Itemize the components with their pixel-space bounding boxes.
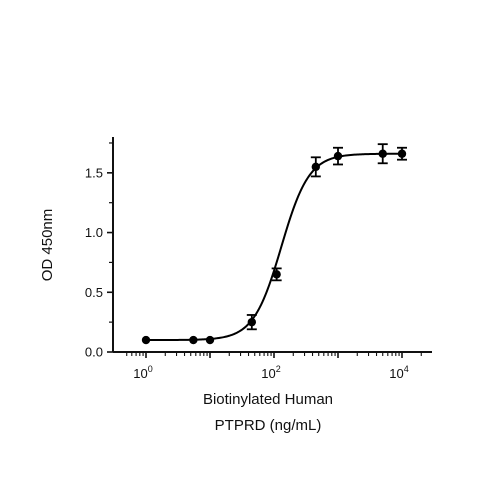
data-point (311, 162, 321, 172)
y-tick-label: 1.0 (85, 225, 103, 240)
y-axis-label: OD 450nm (39, 209, 56, 282)
fit-curve (146, 152, 403, 342)
data-point (333, 151, 343, 161)
data-point (205, 335, 215, 345)
x-tick-label: 100 (133, 364, 152, 381)
x-axis-label-line-1: Biotinylated Human (203, 391, 333, 408)
data-point (397, 149, 407, 158)
axes: 0.0 0.5 1.0 1.5 100 102 104 (85, 137, 432, 381)
x-tick-label: 104 (389, 364, 408, 381)
y-tick-label: 0.0 (85, 345, 103, 360)
plot-marks (141, 143, 407, 345)
x-tick-label: 102 (261, 364, 280, 381)
y-tick-label: 1.5 (85, 165, 103, 180)
x-axis-label-line-2: PTPRD (ng/mL) (215, 417, 322, 434)
y-tick-label: 0.5 (85, 285, 103, 300)
data-point (272, 270, 281, 279)
data-point (189, 335, 198, 345)
data-point (141, 335, 151, 345)
data-point (378, 149, 387, 158)
data-point (247, 317, 257, 327)
